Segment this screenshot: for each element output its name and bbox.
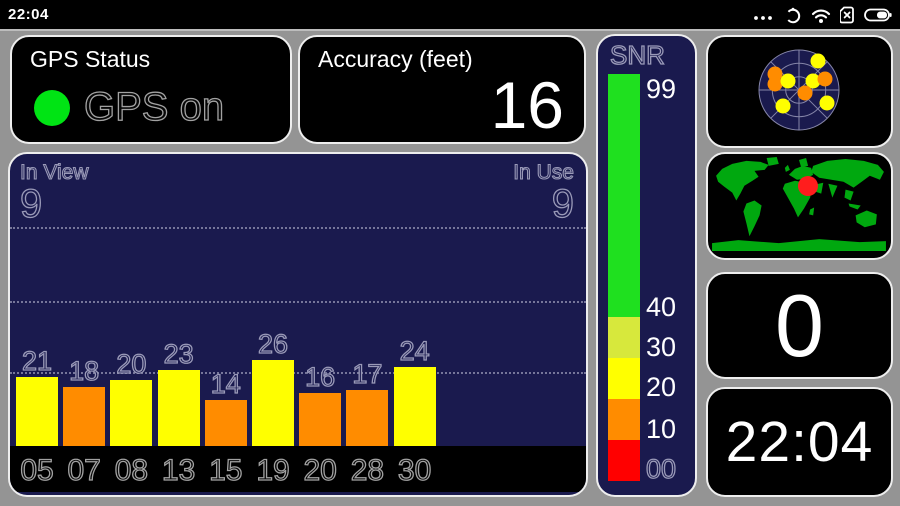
snr-bar-value: 14 — [210, 368, 241, 399]
clock-value: 22:04 — [725, 410, 874, 474]
satellite-id-label: 19 — [256, 453, 291, 487]
snr-bar-chart-panel[interactable]: In View 9 In Use 9 21 18 20 23 14 26 16 17 24 05… — [8, 152, 588, 497]
snr-bar — [110, 380, 153, 446]
sky-view-panel[interactable] — [706, 35, 893, 148]
snr-bar — [63, 386, 106, 446]
satellite-dot — [805, 73, 821, 89]
in-view-count: 9 — [19, 181, 43, 226]
snr-bar — [393, 366, 436, 446]
satellite-id-label: 13 — [161, 453, 196, 487]
snr-scale-tick: 30 — [646, 332, 677, 362]
snr-bar — [252, 360, 294, 446]
gridline — [10, 301, 586, 303]
snr-bar — [157, 370, 200, 446]
gps-status-value: GPS on — [83, 84, 225, 129]
snr-scale-tick: 20 — [646, 372, 677, 402]
snr-bar-value: 26 — [257, 329, 289, 360]
world-map-land — [712, 156, 886, 252]
world-map — [712, 156, 886, 252]
snr-scale-segment — [608, 74, 640, 317]
snr-scale-segment — [608, 316, 640, 358]
satellite-dot — [819, 95, 835, 111]
gps-status-title: GPS Status — [30, 46, 151, 72]
status-bar-icons — [753, 6, 892, 24]
snr-bar — [299, 393, 342, 446]
snr-scale-segment — [608, 398, 640, 440]
satellite-dot — [797, 85, 813, 101]
snr-bar-value: 21 — [21, 345, 53, 376]
overflow-dots-icon — [754, 15, 772, 20]
gridline — [10, 227, 586, 229]
speed-panel[interactable]: 0 — [706, 272, 893, 379]
satellite-id-label: 20 — [303, 453, 338, 487]
sky-satellite-dots — [767, 53, 835, 114]
satellite-dot — [767, 76, 783, 92]
snr-color-scale — [608, 74, 640, 481]
world-map-panel[interactable] — [706, 152, 893, 260]
snr-bar-value: 17 — [352, 358, 383, 389]
gps-status-panel[interactable]: GPS Status GPS on — [10, 35, 292, 144]
snr-bar-value: 18 — [69, 355, 100, 386]
satellite-dot — [775, 98, 791, 114]
snr-scale-tick: 99 — [646, 74, 677, 104]
sky-view-plot — [758, 49, 840, 131]
satellite-id-label: 15 — [208, 453, 243, 487]
in-use-label: In Use — [513, 160, 575, 184]
current-location-marker — [797, 176, 818, 197]
snr-bar — [346, 389, 389, 446]
status-bar-separator — [0, 29, 900, 31]
satellite-id-label: 08 — [114, 453, 149, 487]
snr-bar — [16, 376, 58, 446]
satellite-dot — [817, 71, 833, 87]
in-view-label: In View — [19, 160, 89, 184]
gridline — [10, 372, 586, 374]
satellite-dot — [780, 73, 796, 89]
wifi-icon — [811, 9, 831, 23]
snr-scale-tick: 00 — [645, 453, 677, 484]
snr-bar-value: 20 — [116, 348, 147, 379]
battery-icon — [864, 8, 892, 21]
snr-bar-value: 24 — [399, 335, 430, 366]
status-bar-time: 22:04 — [8, 6, 49, 23]
snr-scale-segment — [608, 357, 640, 399]
in-use-count: 9 — [551, 181, 575, 226]
accuracy-title: Accuracy (feet) — [318, 46, 473, 72]
no-sim-icon — [840, 6, 854, 23]
satellite-id-label: 05 — [20, 453, 55, 487]
accuracy-value: 16 — [490, 67, 564, 142]
snr-bar — [204, 399, 247, 446]
snr-scale-tick: 10 — [646, 414, 677, 444]
accuracy-panel[interactable]: Accuracy (feet) 16 — [298, 35, 586, 144]
satellite-dot — [810, 53, 826, 69]
gps-status-indicator — [34, 90, 70, 126]
clock-panel[interactable]: 22:04 — [706, 387, 893, 497]
speed-value: 0 — [775, 275, 824, 375]
status-bar: 22:04 — [0, 0, 900, 29]
snr-legend-title: SNR — [609, 39, 665, 70]
satellite-id-label: 30 — [397, 453, 432, 487]
snr-scale-segment — [608, 439, 640, 481]
data-saver-icon — [785, 7, 801, 23]
satellite-id-label: 28 — [350, 453, 385, 487]
snr-legend-panel[interactable]: SNR 99 40 30 20 10 00 — [596, 34, 697, 497]
snr-scale-tick: 40 — [646, 292, 677, 322]
satellite-id-label: 07 — [67, 453, 102, 487]
snr-bar-value: 16 — [305, 362, 336, 393]
satellite-id-strip — [10, 446, 586, 492]
snr-bar-value: 23 — [163, 338, 194, 370]
